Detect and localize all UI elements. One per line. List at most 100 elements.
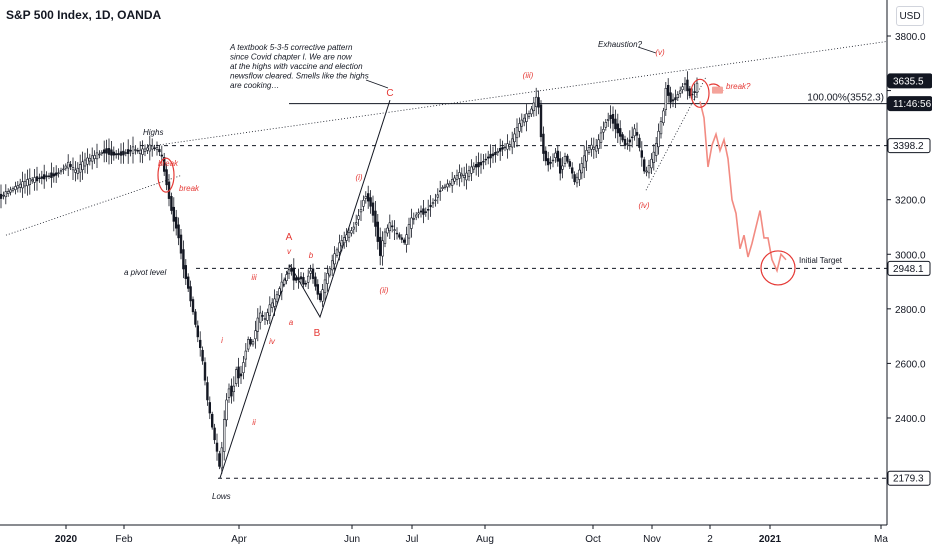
candle-body [602,129,605,133]
candle-body [208,402,211,414]
candle-body [556,150,560,162]
candle-body [129,149,132,152]
candle-body [347,232,351,238]
candle-body [448,182,451,186]
wave-abc-lines[interactable] [219,99,391,479]
wave-label: ii [252,418,256,427]
price-tag[interactable] [887,260,931,276]
wave-label: (iii) [523,71,534,80]
wave-label: (ii) [380,286,389,295]
candle-body [508,144,511,147]
candle-body [153,147,156,149]
candle-body [158,149,161,153]
candle-body [467,170,471,177]
candle-body [366,193,370,202]
candle-body [472,165,475,170]
candle-body [359,209,363,213]
candle-body [266,312,269,321]
candle-body [518,123,521,132]
candle-body [386,227,389,234]
candle-body [436,194,439,198]
lower-trendline-right[interactable] [645,76,707,191]
commentary-text: at the highs with vaccine and election [230,62,363,71]
projected-path[interactable] [699,101,787,274]
candles-group [0,71,699,474]
candle-body [191,299,195,313]
candle-body [165,169,168,186]
candle-body [611,114,615,124]
price-tag[interactable] [887,470,931,486]
candle-body [350,230,353,234]
candle-body [275,294,279,302]
x-tick-label: Feb [115,534,133,545]
candle-body [489,153,492,159]
candle-body [542,133,545,154]
candle-body [575,176,579,184]
candle-body [333,253,336,265]
break-label-left: break [158,159,179,168]
candle-body [290,267,293,272]
candle-body [134,149,137,151]
candle-body [282,279,286,285]
candle-body [107,148,111,155]
candle-body [695,82,699,93]
candle-body [580,163,584,174]
candle-body [590,144,593,150]
candle-body [450,179,454,186]
candle-body [218,453,221,467]
candle-body [342,237,346,244]
commentary-pointer [365,79,389,89]
candle-body [563,156,567,164]
candle-body [223,419,226,452]
candle-body [14,186,17,190]
candle-body [465,172,468,181]
candle-body [431,202,435,205]
candle-body [74,169,77,173]
candle-body [594,145,598,152]
candle-body [628,139,632,143]
candle-body [62,168,65,171]
price-tag-label: 2948.1 [893,264,924,275]
candle-body [304,282,307,285]
candle-body [460,173,463,177]
candle-body [501,147,504,150]
candle-body [429,204,432,208]
candle-body [484,158,487,161]
candle-body [254,330,257,340]
x-tick-label: 2 [707,534,713,545]
price-tag[interactable] [887,138,931,154]
currency-button[interactable]: USD [896,6,924,26]
candle-body [119,151,123,156]
break-circle-right[interactable] [690,78,710,108]
break-circle-left[interactable] [157,157,175,193]
candle-body [294,277,298,281]
candle-body [654,143,658,156]
candle-body [446,183,449,188]
price-tag[interactable] [887,73,932,89]
price-tag[interactable] [887,96,932,112]
candle-body [122,150,125,156]
price-tag-label: 11:46:56 [893,99,932,110]
x-tick-label: Aug [476,534,494,545]
candle-body [669,92,672,103]
candle-body [659,121,663,135]
candle-body [530,108,533,115]
target-circle[interactable] [760,250,796,286]
candle-body [201,349,204,362]
candle-body [491,153,495,157]
candle-body [650,158,653,169]
candle-body [498,148,502,152]
candle-body [570,167,574,174]
candle-body [330,260,334,271]
y-tick-label: 2800.0 [895,305,926,316]
candle-body [54,172,58,176]
candle-body [239,373,243,377]
candle-body [599,132,603,143]
lower-trendline-left[interactable] [5,174,183,236]
candle-body [88,157,92,162]
candle-body [115,153,118,156]
initial-target-label: Initial Target [799,256,843,265]
commentary-text: are cooking… [230,81,279,90]
candle-body [160,154,163,157]
